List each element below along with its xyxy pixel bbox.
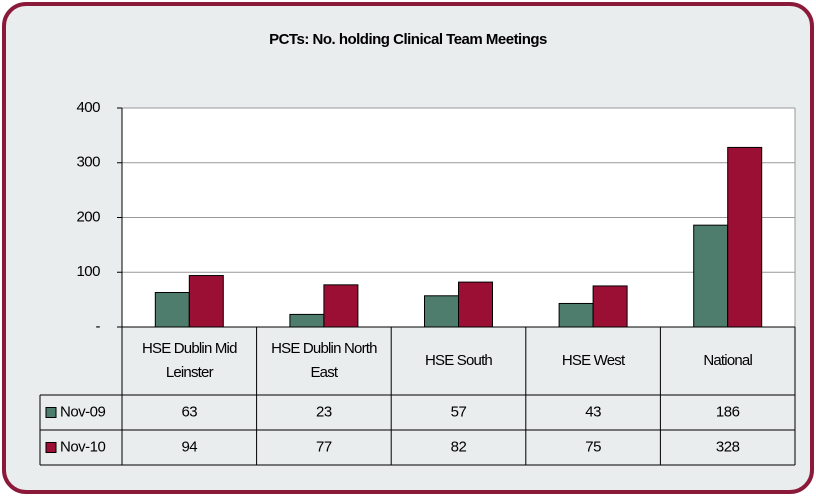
bar (188, 275, 224, 328)
table-value: 186 (716, 403, 740, 420)
bar (289, 313, 325, 328)
bar (458, 281, 493, 328)
y-tick-label: 100 (76, 263, 100, 280)
table-value: 94 (181, 438, 197, 455)
table-value: 23 (316, 403, 332, 420)
legend-label: Nov-10 (60, 438, 106, 455)
table-value: 63 (181, 403, 197, 420)
y-tick-label: - (96, 318, 101, 335)
table-value: 328 (716, 438, 740, 455)
x-tick-label: HSE West (561, 352, 625, 369)
legend-key (45, 442, 57, 453)
category-cell: National (703, 352, 752, 369)
bar (154, 292, 190, 328)
bar (693, 224, 729, 328)
bar (727, 146, 763, 328)
table-value: 57 (451, 403, 467, 420)
x-tick-label: National (703, 352, 752, 369)
category-cell: HSE South (424, 352, 493, 369)
legend-label: Nov-09 (60, 403, 106, 420)
x-tick-label: HSE South (424, 352, 493, 369)
legend-key (45, 407, 57, 418)
category-cell: HSE West (561, 352, 625, 369)
table-value: 43 (585, 403, 601, 420)
table-value: 77 (316, 438, 332, 455)
bar (592, 285, 628, 328)
x-tick-label: HSE Dublin Mid Leinster (141, 340, 237, 381)
category-cell: HSE Dublin Mid Leinster (141, 340, 237, 381)
bar (424, 295, 459, 328)
table-value: 82 (451, 438, 467, 455)
chart-title: PCTs: No. holding Clinical Team Meetings (269, 31, 547, 48)
bar (323, 284, 359, 328)
category-cell: HSE Dublin North East (271, 340, 377, 381)
table-value: 75 (585, 438, 601, 455)
y-tick-label: 200 (76, 208, 100, 225)
y-tick-label: 400 (76, 99, 100, 116)
y-tick-label: 300 (76, 154, 100, 171)
x-tick-label: HSE Dublin North East (271, 340, 377, 381)
bar (558, 302, 594, 328)
